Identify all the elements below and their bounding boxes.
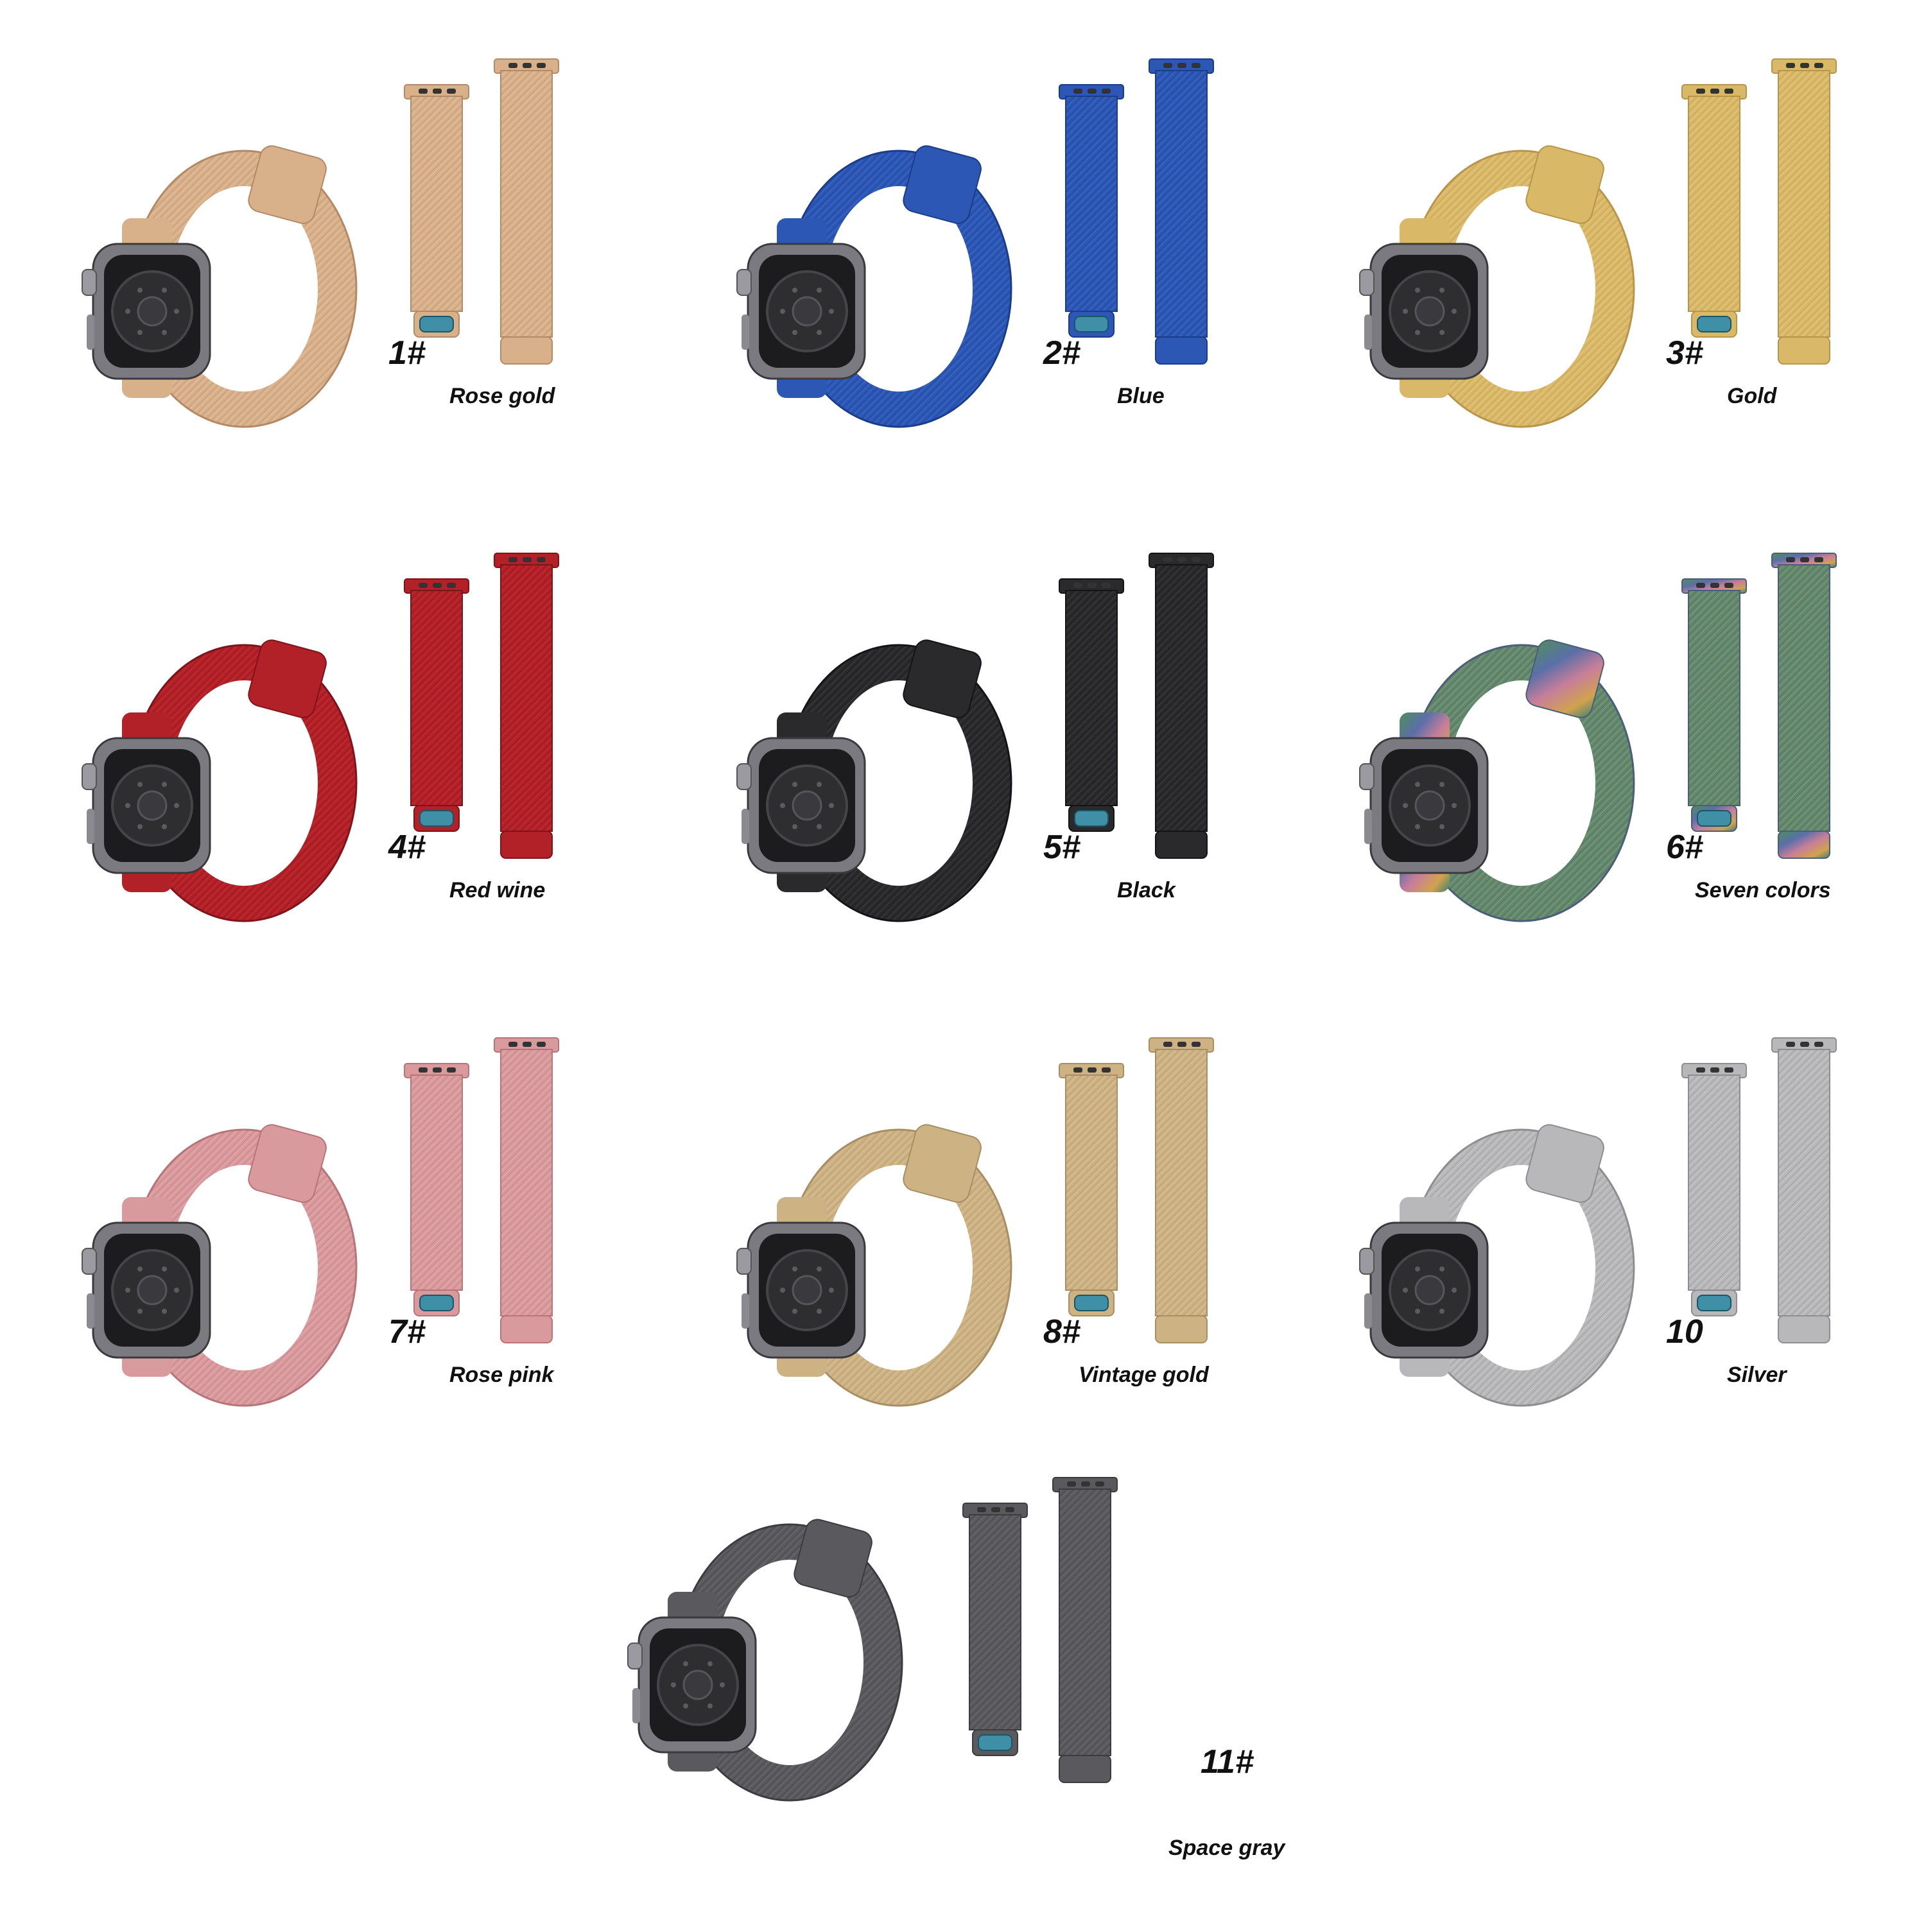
- watch-case: [627, 1592, 757, 1772]
- watch-case: [736, 712, 866, 892]
- variant-illustration: [1359, 58, 1837, 428]
- variant-card[interactable]: 4# Red wine: [0, 494, 642, 982]
- short-strap: [404, 578, 469, 832]
- long-strap: [494, 553, 559, 859]
- variant-color-name: Gold: [1727, 384, 1777, 408]
- variant-color-name: Black: [1117, 878, 1176, 902]
- variant-card[interactable]: 6# Seven colors: [1278, 494, 1920, 982]
- variant-illustration: [736, 1037, 1214, 1407]
- short-strap: [404, 1063, 469, 1316]
- long-strap: [1771, 1037, 1837, 1343]
- variant-color-name: Vintage gold: [1079, 1363, 1209, 1387]
- long-strap: [1771, 553, 1837, 859]
- long-strap: [1149, 553, 1214, 859]
- watch-case: [82, 1197, 211, 1377]
- variant-card[interactable]: 3# Gold: [1278, 0, 1920, 488]
- variant-number: 8#: [1043, 1313, 1080, 1350]
- short-strap: [1059, 84, 1124, 338]
- watch-case: [736, 218, 866, 398]
- variant-number: 10: [1666, 1313, 1703, 1350]
- variant-number: 5#: [1043, 829, 1080, 866]
- watch-case: [82, 712, 211, 892]
- variant-color-name: Rose gold: [449, 384, 555, 408]
- variant-card[interactable]: 7# Rose pink: [0, 979, 642, 1467]
- long-strap: [1149, 58, 1214, 365]
- variant-number: 1#: [388, 334, 426, 372]
- variant-illustration: [82, 553, 559, 922]
- variant-illustration: [736, 58, 1214, 428]
- short-strap: [1059, 578, 1124, 832]
- watch-case: [1359, 712, 1489, 892]
- variant-color-name: Blue: [1117, 384, 1165, 408]
- variant-card[interactable]: 5# Black: [655, 494, 1297, 982]
- variant-number: 4#: [388, 829, 426, 866]
- variant-number: 3#: [1666, 334, 1703, 372]
- variant-number: 2#: [1043, 334, 1080, 372]
- variant-illustration: [82, 58, 559, 428]
- long-strap: [1149, 1037, 1214, 1343]
- variant-illustration: [1359, 1037, 1837, 1407]
- long-strap: [494, 1037, 559, 1343]
- variant-number: 11#: [1201, 1743, 1254, 1781]
- short-strap: [404, 84, 469, 338]
- watch-case: [736, 1197, 866, 1377]
- variant-illustration: [627, 1477, 1118, 1802]
- variant-illustration: [82, 1037, 559, 1407]
- long-strap: [1052, 1477, 1118, 1783]
- short-strap: [1681, 84, 1747, 338]
- short-strap: [1059, 1063, 1124, 1316]
- variant-card[interactable]: 2# Blue: [655, 0, 1297, 488]
- long-strap: [1771, 58, 1837, 365]
- short-strap: [1681, 1063, 1747, 1316]
- variant-color-name: Red wine: [449, 878, 546, 902]
- variant-number: 6#: [1666, 829, 1703, 866]
- variant-card[interactable]: 10 Silver: [1278, 979, 1920, 1467]
- watch-case: [1359, 218, 1489, 398]
- variant-color-name: Rose pink: [449, 1363, 554, 1387]
- variant-color-name: Silver: [1727, 1363, 1787, 1387]
- variant-card[interactable]: 11# Space gray: [552, 1444, 1323, 1932]
- short-strap: [1681, 578, 1747, 832]
- variant-illustration: [736, 553, 1214, 922]
- watch-case: [1359, 1197, 1489, 1377]
- short-strap: [962, 1503, 1028, 1756]
- long-strap: [494, 58, 559, 365]
- variant-illustration: [1359, 553, 1837, 922]
- variant-card[interactable]: 8# Vintage gold: [655, 979, 1297, 1467]
- watch-case: [82, 218, 211, 398]
- variant-number: 7#: [388, 1313, 426, 1350]
- variant-color-name: Seven colors: [1695, 878, 1831, 902]
- variant-color-name: Space gray: [1168, 1836, 1285, 1860]
- variant-card[interactable]: 1# Rose gold: [0, 0, 642, 488]
